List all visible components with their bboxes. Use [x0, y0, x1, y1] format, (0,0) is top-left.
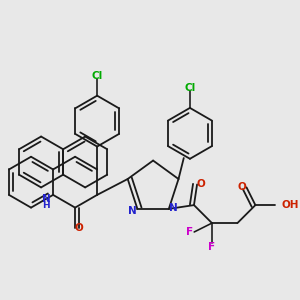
Text: F: F: [187, 227, 194, 237]
Text: O: O: [74, 224, 83, 233]
Text: OH: OH: [281, 200, 299, 210]
Text: N: N: [42, 194, 51, 204]
Text: H: H: [42, 201, 50, 210]
Text: O: O: [238, 182, 247, 192]
Text: N: N: [169, 203, 177, 213]
Text: Cl: Cl: [92, 70, 103, 80]
Text: O: O: [197, 179, 206, 190]
Text: N: N: [128, 206, 136, 216]
Text: F: F: [208, 242, 215, 251]
Text: Cl: Cl: [184, 83, 196, 93]
